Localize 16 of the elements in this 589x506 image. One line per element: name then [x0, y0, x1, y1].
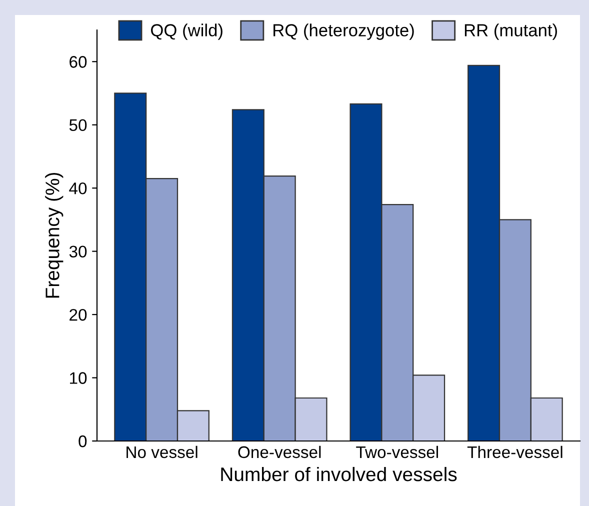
y-tick-label: 60: [70, 56, 87, 68]
x-tick-label: One-vessel: [238, 446, 321, 458]
y-tick-label: 30: [69, 246, 87, 258]
legend-label: RR (mutant): [464, 24, 557, 40]
x-axis-title: Number of involved vessels: [221, 466, 457, 482]
x-tick-label: Two-vessel: [356, 446, 438, 458]
y-tick-label: 20: [70, 308, 87, 321]
y-tick-label: 50: [69, 119, 87, 132]
legend-label: QQ (wild): [151, 24, 222, 40]
x-tick-label: Three-vessel: [467, 446, 562, 458]
y-tick-label: 0: [78, 435, 87, 448]
legend-label: RQ (heterozygote): [274, 24, 414, 40]
y-tick-label: 40: [69, 182, 87, 194]
y-axis-title: Frequency (%): [45, 172, 64, 298]
x-tick-label: No vessel: [126, 446, 198, 458]
y-tick-label: 10: [70, 372, 87, 384]
